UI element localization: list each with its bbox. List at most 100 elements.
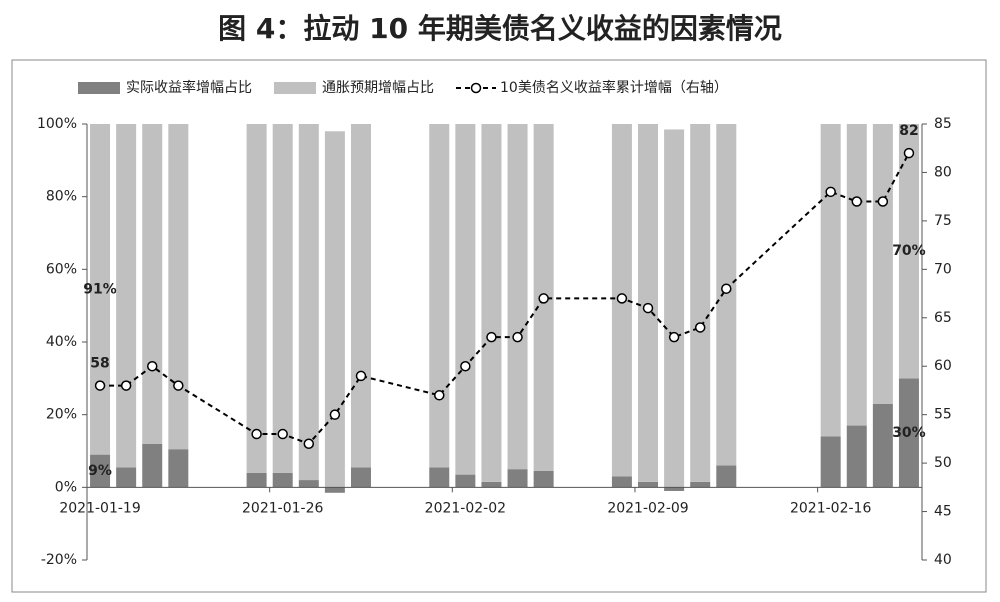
data-label: 82 [899, 123, 918, 139]
line-marker [825, 186, 836, 198]
bar [324, 131, 345, 488]
bar [324, 487, 345, 493]
bar [690, 481, 711, 488]
line-marker [460, 360, 471, 372]
bar [507, 124, 528, 470]
legend-marker [470, 82, 482, 94]
bar [820, 124, 841, 437]
x-tick-label: 2021-02-02 [425, 500, 506, 516]
chart-title: 图 4：拉动 10 年期美债名义收益的因素情况 [218, 12, 782, 45]
bar [90, 124, 111, 455]
bar [350, 467, 371, 488]
legend-label: 10美债名义收益率累计增幅（右轴） [500, 79, 728, 96]
legend-label: 实际收益率增幅占比 [126, 79, 252, 96]
bar [429, 124, 450, 468]
line-marker [694, 322, 706, 333]
bar [716, 465, 737, 488]
y-tick-label: 100% [37, 116, 77, 132]
y2-tick-label: 70 [934, 261, 952, 277]
bar [168, 449, 189, 488]
bar [246, 124, 267, 473]
line-marker [434, 390, 445, 401]
y-tick-label: 40% [46, 334, 77, 350]
bar [898, 124, 919, 379]
bar [298, 124, 319, 481]
y2-tick-label: 85 [934, 116, 952, 132]
y-tick-label: 60% [46, 261, 77, 277]
line-marker [277, 428, 288, 440]
bar [142, 124, 163, 444]
bar [716, 124, 737, 466]
line-marker [486, 331, 497, 343]
data-label: 9% [88, 463, 112, 479]
bar [116, 467, 137, 488]
bar [481, 124, 502, 482]
line [100, 152, 910, 445]
data-label: 58 [90, 356, 109, 372]
bar [455, 474, 476, 488]
y2-tick-label: 45 [934, 504, 952, 520]
line-marker [303, 438, 315, 449]
line-marker [173, 380, 184, 391]
y2-tick-label: 40 [934, 552, 952, 568]
bar [846, 124, 867, 426]
bar [298, 480, 319, 488]
y-tick-label: 20% [46, 407, 77, 423]
bar [872, 403, 893, 488]
bar [638, 481, 659, 488]
legend-marker [274, 82, 316, 94]
data-label: 70% [892, 243, 926, 259]
y2-tick-label: 75 [934, 213, 952, 229]
y2-tick-label: 55 [934, 407, 952, 423]
bar [611, 476, 632, 488]
x-tick-label: 2021-01-19 [59, 500, 140, 516]
line-marker [120, 380, 132, 391]
bar [690, 124, 711, 482]
bar [533, 470, 554, 488]
bar [846, 425, 867, 488]
legend-label: 通胀预期增幅占比 [322, 80, 434, 96]
bar [820, 436, 841, 488]
bar [429, 467, 450, 488]
bar [168, 124, 189, 450]
line-marker [877, 196, 889, 207]
bar [272, 124, 293, 473]
bar [664, 487, 685, 491]
chart-frame [11, 59, 987, 593]
x-tick-label: 2021-01-26 [242, 500, 323, 516]
line-marker [512, 331, 523, 343]
y2-tick-label: 50 [934, 455, 952, 471]
y-tick-label: 80% [46, 189, 77, 205]
bar [872, 124, 893, 404]
legend-marker [78, 82, 120, 94]
bar [898, 378, 919, 488]
line-marker [146, 360, 158, 372]
bar [664, 129, 685, 488]
bar [116, 124, 137, 468]
y-tick-label: -20% [41, 552, 77, 568]
y2-tick-label: 80 [934, 164, 952, 180]
line-marker [668, 331, 680, 343]
bar [507, 469, 528, 488]
bar [350, 124, 371, 468]
x-tick-label: 2021-02-16 [790, 500, 871, 516]
bar [455, 124, 476, 475]
line-marker [721, 283, 732, 294]
line-marker [642, 302, 654, 314]
line-marker [616, 293, 628, 304]
line-marker [329, 409, 341, 420]
y2-tick-label: 65 [934, 310, 952, 326]
bar [142, 443, 163, 488]
line-marker [94, 380, 106, 391]
line-marker [903, 147, 915, 159]
data-label: 30% [892, 425, 926, 441]
x-tick-label: 2021-02-09 [607, 500, 688, 516]
bar [272, 472, 293, 488]
y2-tick-label: 60 [934, 358, 952, 374]
line-marker [355, 370, 367, 382]
bar [246, 472, 267, 488]
bar [481, 481, 502, 488]
bar [90, 454, 111, 488]
line-marker [251, 428, 262, 440]
